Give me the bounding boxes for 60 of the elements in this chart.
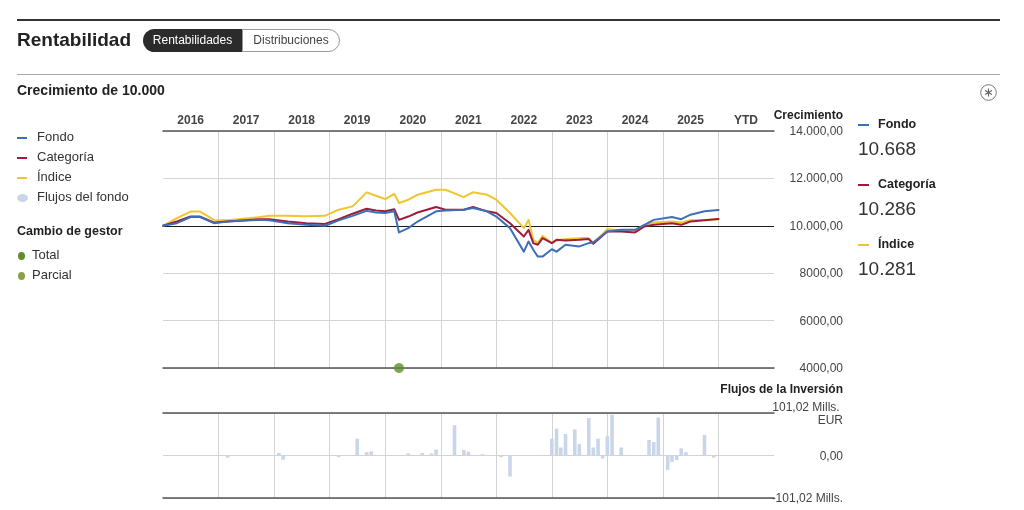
bar (508, 455, 512, 477)
bar (277, 452, 281, 456)
bar (656, 417, 661, 456)
tab-button: Distribuciones (242, 29, 340, 52)
bar (369, 451, 373, 456)
x-tick-label: 2019 (343, 113, 371, 127)
x-tick-label: 2020 (399, 113, 427, 127)
bar (596, 438, 600, 456)
bar (429, 453, 434, 456)
y-axis-title: Crecimiento (773, 108, 843, 122)
text: 10.281 (858, 258, 917, 280)
text: Índice (878, 237, 915, 251)
tab-button: Rentabilidades (143, 29, 242, 52)
bar (355, 438, 359, 456)
chart-subtitle: Crecimiento de 10.000 (17, 82, 165, 98)
x-tick-label: 2017 (232, 113, 260, 127)
y-tick-label: 0,00 (819, 448, 844, 463)
y-tick-label: -101,02 Mills. (771, 491, 843, 505)
bar (406, 453, 411, 456)
text: Categoría (878, 177, 936, 191)
bar (711, 455, 716, 458)
legend-title: Cambio de gestor (17, 224, 123, 238)
bar (364, 452, 369, 456)
text: 10.286 (858, 198, 917, 220)
x-tick-label: YTD (734, 113, 759, 127)
bar (420, 452, 425, 456)
x-tick-label: 2018 (288, 113, 316, 127)
y-tick-label: 8000,00 (799, 266, 844, 281)
bar (679, 448, 684, 456)
x-tick-label: 2022 (510, 113, 538, 127)
legend-label: Índice (37, 169, 72, 184)
legend-label: Fondo (37, 129, 74, 144)
bar (461, 450, 466, 456)
y-axis-title: Flujos de la Inversión (720, 382, 843, 396)
y-tick-label: 10.000,00 (789, 218, 844, 233)
x-tick-label: 2025 (677, 113, 705, 127)
bar (434, 449, 438, 456)
x-tick-label: 2016 (177, 113, 205, 127)
bar (572, 429, 577, 456)
y-tick-label: 6000,00 (799, 313, 844, 328)
x-tick-label: 2023 (566, 113, 594, 127)
bar (281, 455, 285, 460)
legend-label: Categoría (37, 149, 95, 164)
legend-label: Flujos del fondo (37, 189, 129, 204)
bar (586, 418, 591, 456)
x-tick-label: 2021 (455, 113, 483, 127)
bar (610, 414, 614, 456)
x-tick-label: 2024 (621, 113, 649, 127)
y-tick-label: 12.000,00 (789, 171, 844, 186)
text: 10.668 (858, 138, 917, 160)
line-series (162, 207, 720, 258)
y-tick-label: 101,02 Mills. EUR (772, 399, 844, 427)
text: Fondo (878, 117, 917, 131)
bar (665, 455, 670, 470)
bar (619, 447, 623, 456)
y-tick-label: 4000,00 (799, 361, 844, 375)
legend-label: Total (32, 247, 60, 262)
y-tick-label: 14.000,00 (789, 124, 844, 138)
legend-label: Parcial (32, 267, 72, 282)
chart-title: Rentabilidad (17, 29, 132, 51)
